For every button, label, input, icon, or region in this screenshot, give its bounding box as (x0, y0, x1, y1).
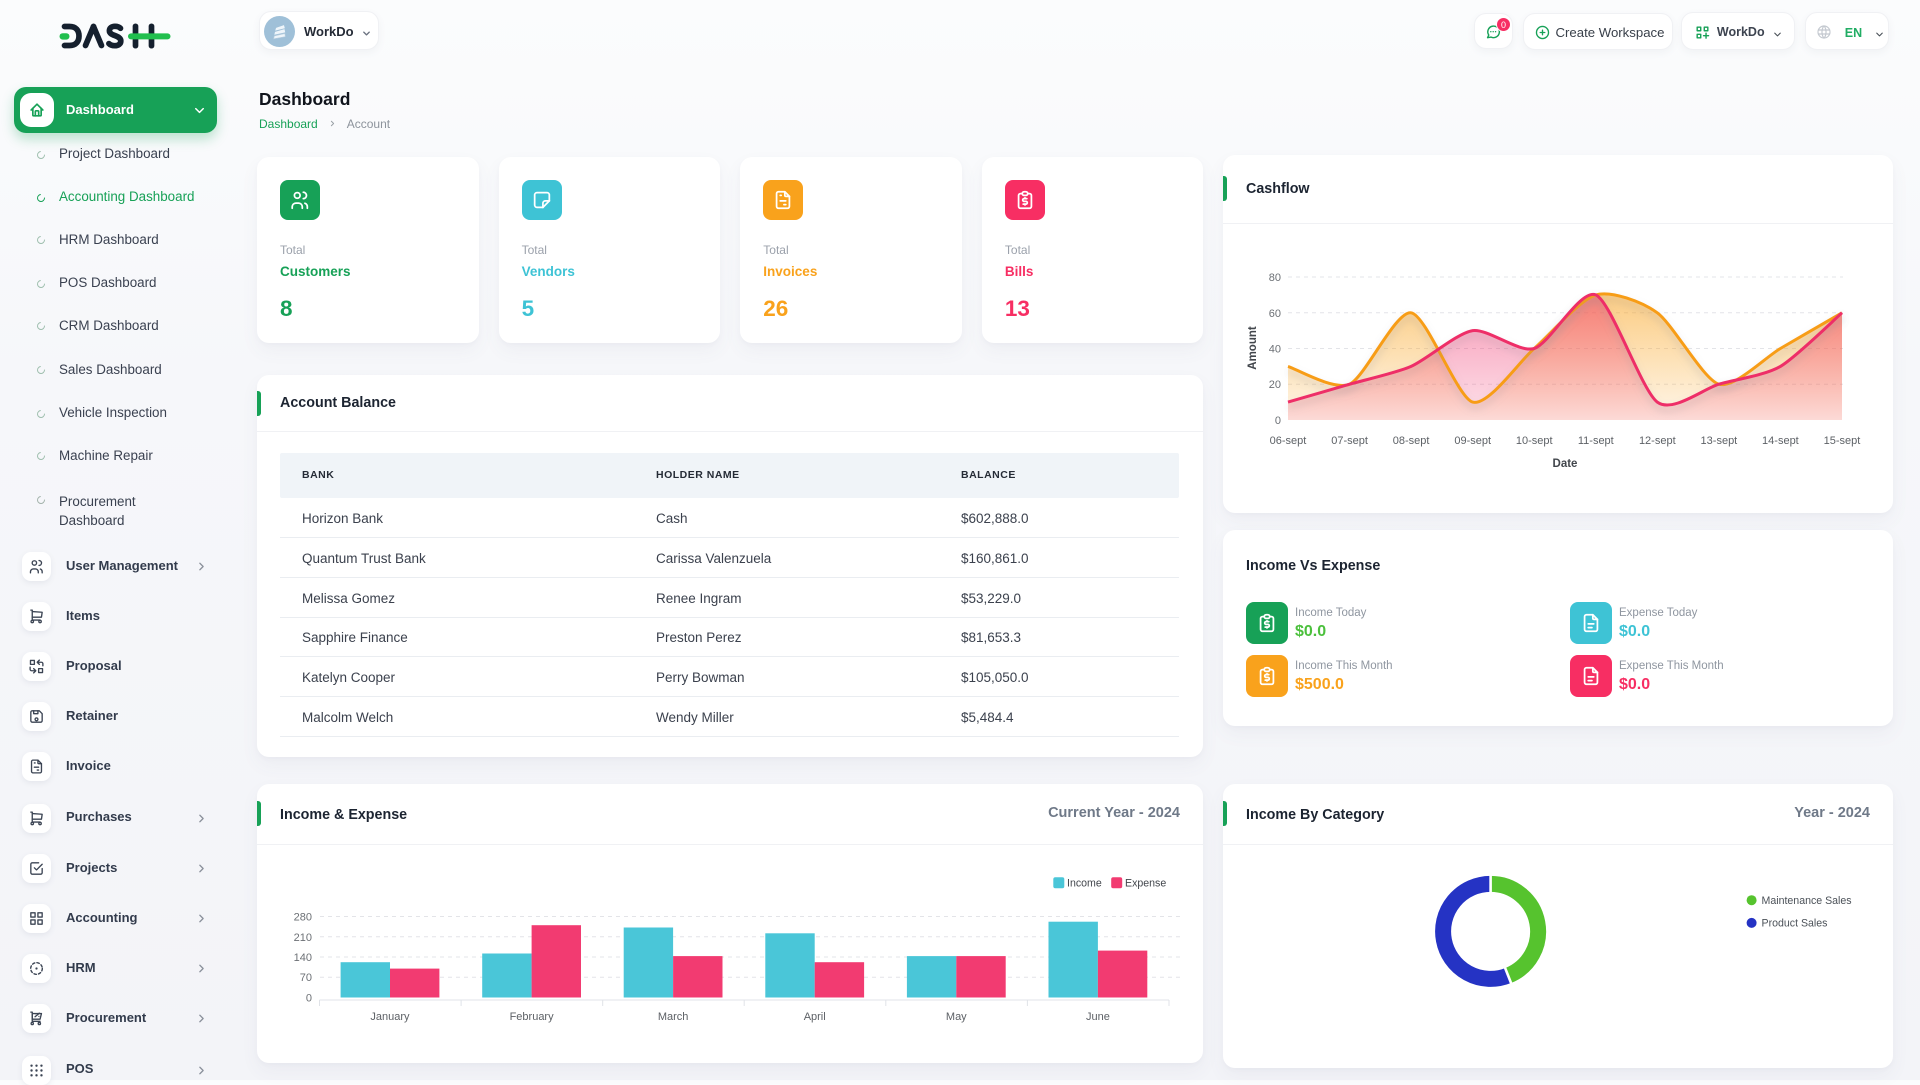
svg-text:11-sept: 11-sept (1578, 435, 1614, 447)
svg-text:60: 60 (1269, 308, 1281, 320)
svg-text:Date: Date (1553, 458, 1578, 470)
svg-text:May: May (946, 1011, 967, 1023)
svg-text:20: 20 (1269, 379, 1281, 391)
svg-text:Amount: Amount (1247, 326, 1259, 370)
svg-text:April: April (804, 1011, 826, 1023)
svg-text:07-sept: 07-sept (1331, 435, 1368, 447)
svg-text:March: March (658, 1011, 689, 1023)
svg-text:80: 80 (1269, 272, 1281, 284)
svg-text:June: June (1086, 1011, 1110, 1023)
svg-text:280: 280 (294, 912, 312, 924)
svg-text:Product Sales: Product Sales (1762, 918, 1828, 930)
svg-text:Income: Income (1067, 878, 1102, 890)
svg-text:09-sept: 09-sept (1454, 435, 1491, 447)
svg-text:40: 40 (1269, 344, 1281, 356)
svg-text:140: 140 (294, 952, 312, 964)
svg-text:10-sept: 10-sept (1516, 435, 1553, 447)
svg-text:15-sept: 15-sept (1824, 435, 1861, 447)
svg-text:February: February (510, 1011, 555, 1023)
svg-text:08-sept: 08-sept (1393, 435, 1430, 447)
svg-text:0: 0 (1275, 415, 1281, 427)
svg-text:12-sept: 12-sept (1639, 435, 1676, 447)
svg-text:January: January (370, 1011, 410, 1023)
svg-text:0: 0 (306, 993, 312, 1005)
svg-text:14-sept: 14-sept (1762, 435, 1799, 447)
svg-text:Maintenance Sales: Maintenance Sales (1762, 895, 1852, 907)
svg-text:06-sept: 06-sept (1270, 435, 1307, 447)
svg-text:13-sept: 13-sept (1701, 435, 1738, 447)
svg-text:70: 70 (300, 972, 312, 984)
svg-text:210: 210 (294, 932, 312, 944)
svg-text:Expense: Expense (1125, 878, 1166, 890)
